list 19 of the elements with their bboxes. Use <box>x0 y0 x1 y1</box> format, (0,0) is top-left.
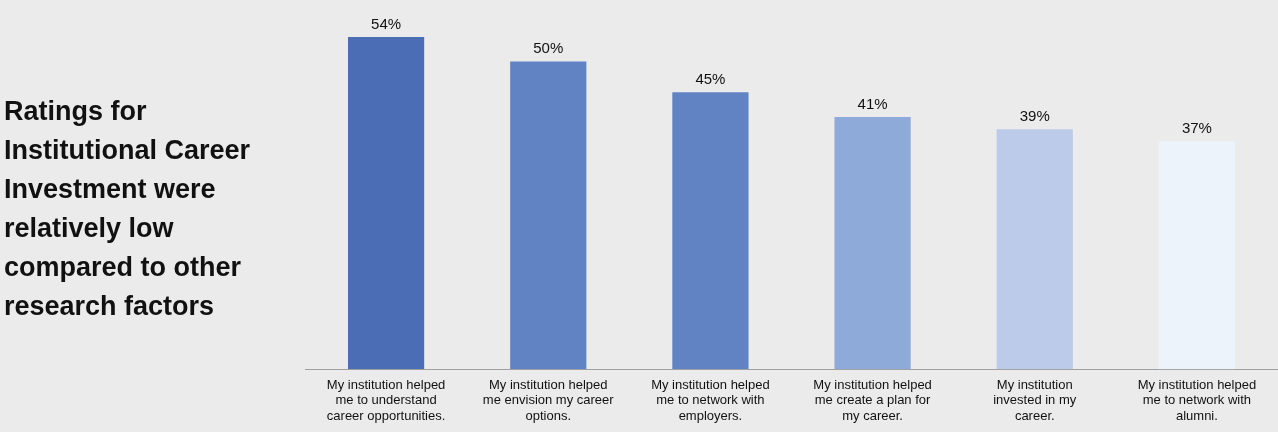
text: Ratings for Institutional Career Investment were relatively low compared to other research factors <box>4 95 252 323</box>
bar <box>510 61 587 370</box>
x-tick-label: My institution helped me to network with alumni. <box>1137 376 1257 423</box>
bar <box>834 116 911 370</box>
data-label: 50% <box>533 39 564 57</box>
x-tick-label: My institution helped me to understand career opportunities. <box>326 376 446 423</box>
x-tick-label: My institution helped me create a plan for my career. <box>813 376 932 423</box>
bar <box>1158 141 1236 370</box>
x-tick-label: My institution helped me to network with employers. <box>651 376 770 423</box>
data-label: 39% <box>1019 106 1050 124</box>
data-label: 41% <box>857 94 888 112</box>
bar <box>347 36 425 370</box>
bar <box>996 129 1073 370</box>
bar <box>672 92 749 370</box>
x-tick-label: My institution invested in my career. <box>993 376 1077 423</box>
data-label: 54% <box>371 14 402 32</box>
data-label: 45% <box>695 69 726 87</box>
x-tick-label: My institution helped me envision my career options. <box>482 376 615 423</box>
data-label: 37% <box>1181 119 1212 137</box>
